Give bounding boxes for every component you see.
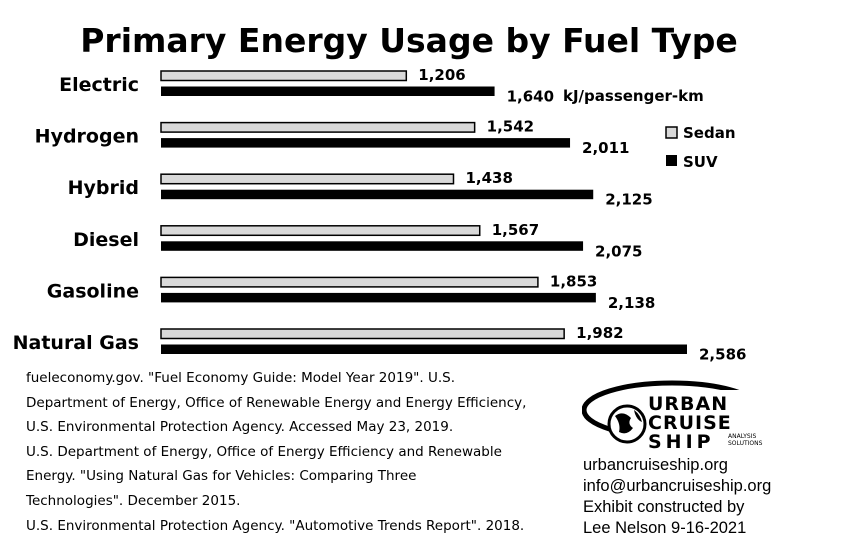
bar-sedan bbox=[160, 121, 476, 133]
globe-icon bbox=[607, 404, 647, 444]
bar-suv bbox=[161, 86, 495, 96]
legend-swatch-suv bbox=[666, 155, 677, 166]
category-label: Hydrogen bbox=[35, 126, 139, 148]
bar-sedan bbox=[160, 328, 565, 340]
legend: Sedan SUV bbox=[665, 124, 736, 171]
value-label-sedan: 1,542 bbox=[487, 118, 534, 136]
logo-word-urban: URBAN bbox=[648, 393, 728, 415]
category-label: Diesel bbox=[73, 229, 139, 251]
contact-block: urbancruiseship.org info@urbancruiseship… bbox=[583, 455, 771, 539]
source-line: U.S. Environmental Protection Agency. Ac… bbox=[26, 419, 454, 436]
legend-swatch-sedan bbox=[665, 126, 678, 139]
category-label: Natural Gas bbox=[13, 332, 139, 354]
value-label-suv: 2,125 bbox=[605, 191, 652, 209]
logo-word-cruise: CRUISE bbox=[648, 412, 732, 434]
value-label-sedan: 1,438 bbox=[465, 169, 512, 187]
bar-suv bbox=[161, 344, 687, 354]
category-label: Electric bbox=[59, 74, 139, 96]
value-label-suv: 1,640 bbox=[507, 88, 554, 106]
logo-word-ship: SHIP bbox=[648, 431, 715, 450]
credit-text: Lee Nelson 9-16-2021 bbox=[583, 519, 747, 537]
bar-sedan bbox=[160, 225, 481, 237]
logo-tagline-analysis: ANALYSIS bbox=[728, 433, 756, 440]
value-label-sedan: 1,567 bbox=[492, 221, 539, 239]
logo-tagline-solutions: SOLUTIONS bbox=[728, 440, 763, 447]
unit-label: kJ/passenger-km bbox=[563, 87, 704, 105]
category-label: Gasoline bbox=[47, 280, 139, 302]
value-label-suv: 2,075 bbox=[595, 242, 642, 260]
credit-text: Exhibit constructed by bbox=[583, 498, 745, 516]
value-label-suv: 2,138 bbox=[608, 294, 655, 312]
value-label-sedan: 1,206 bbox=[418, 66, 465, 84]
bar-suv bbox=[161, 138, 571, 148]
bar-chart: Primary Energy Usage by Fuel Type Electr… bbox=[13, 21, 747, 364]
email-text: info@urbancruiseship.org bbox=[583, 477, 772, 495]
website-text: urbancruiseship.org bbox=[583, 456, 728, 474]
bar-suv bbox=[161, 189, 594, 200]
sources-block: fueleconomy.gov. "Fuel Economy Guide: Mo… bbox=[26, 366, 586, 538]
bar-suv bbox=[161, 292, 596, 303]
chart-title: Primary Energy Usage by Fuel Type bbox=[80, 21, 738, 60]
bar-sedan bbox=[160, 70, 408, 82]
bar-sedan bbox=[160, 276, 539, 288]
value-label-suv: 2,011 bbox=[582, 139, 629, 157]
source-line: U.S. Environmental Protection Agency. "A… bbox=[26, 517, 525, 534]
category-label: Hybrid bbox=[68, 177, 139, 199]
source-line: Department of Energy, Office of Renewabl… bbox=[26, 394, 527, 411]
bar-sedan bbox=[160, 173, 455, 185]
value-label-suv: 2,586 bbox=[699, 346, 746, 364]
value-label-sedan: 1,853 bbox=[550, 272, 597, 290]
source-line: U.S. Department of Energy, Office of Ene… bbox=[26, 443, 502, 460]
source-line: Technologies". December 2015. bbox=[26, 492, 241, 509]
legend-label-sedan: Sedan bbox=[683, 124, 736, 142]
bar-suv bbox=[161, 241, 584, 251]
legend-label-suv: SUV bbox=[683, 153, 718, 171]
source-line: fueleconomy.gov. "Fuel Economy Guide: Mo… bbox=[26, 370, 455, 386]
bar-group: Electric 1,206 1,640 Hydrogen 1,542 2,011 Hybr… bbox=[13, 66, 747, 364]
urban-cruise-ship-logo: URBAN CRUISE SHIP ANALYSIS SOLUTIONS bbox=[582, 380, 770, 450]
source-line: Energy. "Using Natural Gas for Vehicles:… bbox=[26, 468, 417, 485]
value-label-sedan: 1,982 bbox=[576, 324, 623, 342]
